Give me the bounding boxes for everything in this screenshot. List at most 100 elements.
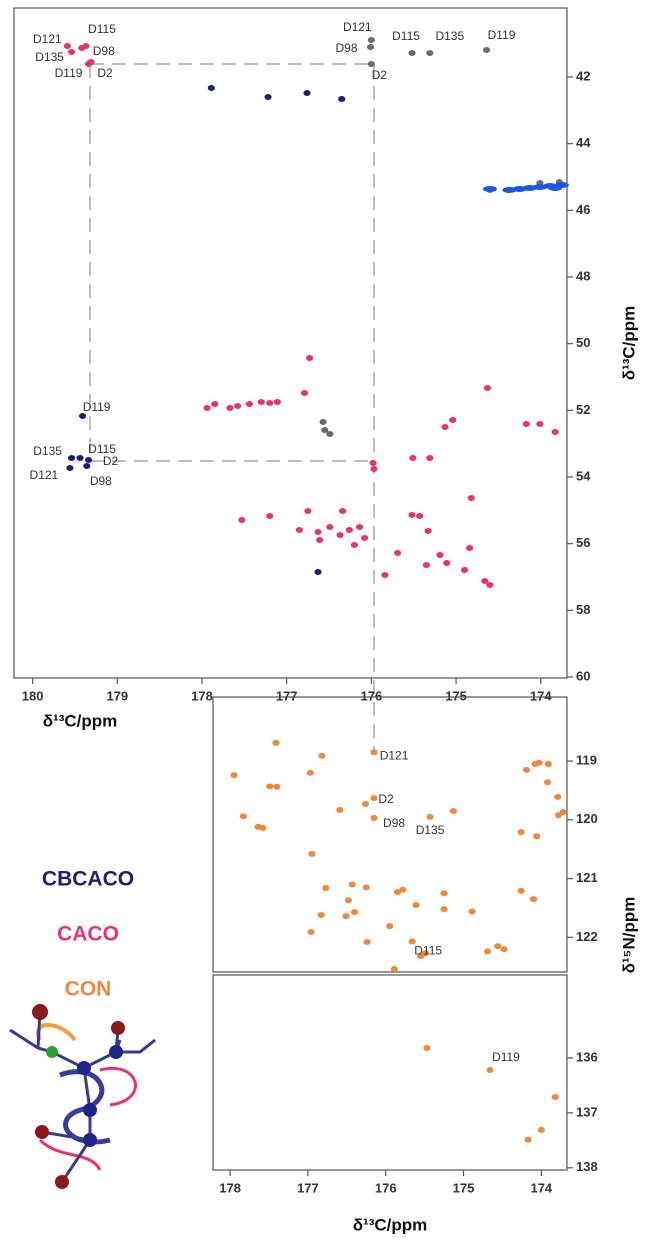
peak <box>266 783 273 789</box>
peak <box>560 809 567 815</box>
x-tick-label: 178 <box>219 1180 241 1195</box>
y-tick-label: 120 <box>576 811 598 826</box>
legend-entry: CACO <box>57 923 119 946</box>
plot-frame <box>14 8 567 678</box>
peak <box>314 569 321 575</box>
peak <box>338 96 345 102</box>
peak <box>345 897 352 903</box>
peak <box>339 508 346 514</box>
peak <box>441 424 448 430</box>
peak-label: D2 <box>103 454 119 468</box>
series <box>230 740 566 972</box>
y-tick-label: 138 <box>576 1159 598 1174</box>
peak-label: D135 <box>416 823 445 837</box>
peak <box>303 90 310 96</box>
peak <box>349 881 356 887</box>
atom <box>77 1061 91 1075</box>
peak <box>517 829 524 835</box>
peak <box>76 455 83 461</box>
peak-label: D2 <box>372 68 388 82</box>
peak <box>436 552 443 558</box>
peak <box>264 94 271 100</box>
peak <box>412 902 419 908</box>
peak <box>425 528 432 534</box>
peak-label: D121 <box>30 468 59 482</box>
peak <box>450 808 457 814</box>
x-tick-label: 174 <box>530 1180 552 1195</box>
peak-label: D98 <box>93 44 115 58</box>
peak <box>555 182 569 188</box>
peak <box>423 1045 430 1051</box>
peak <box>443 560 450 566</box>
peak <box>203 405 210 411</box>
atom <box>46 1046 58 1058</box>
y-tick-label: 60 <box>576 668 590 683</box>
peak <box>307 770 314 776</box>
peak <box>468 495 475 501</box>
peak-label: D98 <box>336 41 358 55</box>
x-tick-label: 175 <box>453 1180 475 1195</box>
y-tick-label: 58 <box>576 602 590 617</box>
peak <box>426 814 433 820</box>
peak <box>318 912 325 918</box>
peak <box>466 545 473 551</box>
y-tick-label: 50 <box>576 335 590 350</box>
peak <box>320 419 327 425</box>
atom <box>55 1175 69 1189</box>
peak <box>386 923 393 929</box>
ribbon <box>100 1068 135 1105</box>
peak <box>524 1137 531 1143</box>
series <box>64 43 559 588</box>
peak <box>336 807 343 813</box>
peak-label: D121 <box>343 20 372 34</box>
peak <box>356 524 363 530</box>
peak <box>538 1127 545 1133</box>
peak <box>440 906 447 912</box>
peak <box>363 884 370 890</box>
peak <box>408 512 415 518</box>
peak <box>259 825 266 831</box>
peak <box>307 929 314 935</box>
legend-entry: CON <box>65 978 112 1001</box>
peak <box>266 513 273 519</box>
peak <box>500 946 507 952</box>
y-tick-label: 44 <box>576 135 591 150</box>
peak <box>409 455 416 461</box>
x-tick-label: 175 <box>445 688 467 703</box>
peak <box>314 529 321 535</box>
page: {"chart_data": [ {"type": "scatter", "x_… <box>0 0 645 1239</box>
peak <box>440 890 447 896</box>
x-tick-label: 177 <box>297 1180 319 1195</box>
peak <box>517 888 524 894</box>
peak <box>423 562 430 568</box>
peak <box>484 948 491 954</box>
peak <box>64 43 71 49</box>
peak <box>226 405 233 411</box>
atom <box>109 1045 123 1059</box>
x-tick-label: 174 <box>530 688 552 703</box>
peak <box>535 760 542 766</box>
peak <box>316 537 323 543</box>
x-axis-label: δ¹³C/ppm <box>353 1215 428 1234</box>
y-axis-label: δ¹⁵N/ppm <box>619 897 638 974</box>
peak <box>530 896 537 902</box>
x-tick-label: 178 <box>191 688 213 703</box>
peak <box>368 37 375 43</box>
peak <box>363 939 370 945</box>
peak <box>85 457 92 463</box>
plot-frame <box>213 697 567 972</box>
peak-label: D98 <box>383 816 405 830</box>
peak <box>301 390 308 396</box>
peak <box>336 532 343 538</box>
peak <box>544 779 551 785</box>
peak <box>399 887 406 893</box>
peak-label: D115 <box>392 29 420 43</box>
y-tick-label: 54 <box>576 468 591 483</box>
peak <box>367 44 374 50</box>
peak <box>326 431 333 437</box>
molecule-icon <box>10 1004 155 1189</box>
peak <box>361 535 368 541</box>
peak <box>394 550 401 556</box>
peak-label: D121 <box>380 748 409 762</box>
plot-frame <box>213 975 567 1170</box>
